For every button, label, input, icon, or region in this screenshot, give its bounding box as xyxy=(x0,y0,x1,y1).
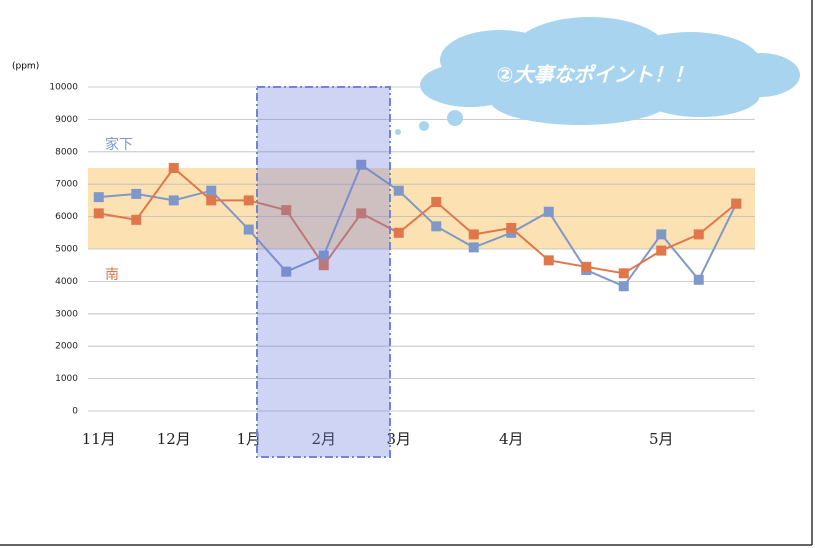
data-point xyxy=(243,195,254,206)
data-point xyxy=(468,229,479,240)
focus-box xyxy=(256,86,391,458)
series-line xyxy=(98,166,737,275)
highlight-band xyxy=(88,168,755,249)
y-tick-label: 7000 xyxy=(55,180,78,190)
plot-area: 0 1000 2000 3000 4000 5000 6000 7000 8000 9000 100… xyxy=(49,83,755,448)
series-line xyxy=(98,163,738,288)
data-point xyxy=(656,245,667,256)
data-point xyxy=(506,222,517,233)
y-tick-label: 4000 xyxy=(55,277,78,287)
data-point xyxy=(168,163,179,173)
data-point xyxy=(131,188,142,199)
data-point xyxy=(431,197,442,208)
data-point xyxy=(318,260,329,271)
y-tick-label: 0 xyxy=(72,407,78,417)
cloud xyxy=(395,17,800,135)
data-point xyxy=(618,268,629,279)
data-point xyxy=(618,281,629,292)
y-tick-label: 5000 xyxy=(55,245,78,255)
data-point xyxy=(731,198,742,209)
data-point xyxy=(543,255,554,266)
data-point xyxy=(93,208,104,219)
data-point xyxy=(281,205,292,216)
data-point xyxy=(693,274,704,285)
data-point xyxy=(131,214,142,225)
data-point xyxy=(543,206,554,217)
y-tick-label: 2000 xyxy=(55,342,78,352)
x-tick-label: 1月 xyxy=(236,430,261,448)
y-tick-label: 10000 xyxy=(49,83,78,93)
y-tick-label: 6000 xyxy=(55,212,78,222)
data-point xyxy=(168,195,179,206)
legend-label: 南 xyxy=(105,267,119,283)
y-tick-label: 9000 xyxy=(55,115,78,125)
x-tick-label: 4月 xyxy=(499,430,524,448)
legend-label: 家下 xyxy=(105,136,133,153)
y-axis-label: (ppm) xyxy=(12,62,39,72)
data-point xyxy=(356,159,367,170)
data-point xyxy=(206,185,217,196)
data-point xyxy=(581,261,592,272)
y-tick-label: 1000 xyxy=(55,374,78,384)
y-tick-label: 8000 xyxy=(55,147,78,157)
annotation: ②大事なポイント！！ xyxy=(497,63,694,87)
data-point xyxy=(356,208,367,219)
x-tick-label: 11月 xyxy=(82,430,116,448)
x-tick-label: 2月 xyxy=(311,430,336,448)
data-point xyxy=(656,229,667,240)
data-point xyxy=(431,221,442,232)
x-tick-label: 3月 xyxy=(386,430,411,448)
data-point xyxy=(243,224,254,235)
data-point xyxy=(468,242,479,253)
x-tick-label: 12月 xyxy=(157,430,191,448)
data-point xyxy=(393,185,404,196)
y-tick-label: 3000 xyxy=(55,309,78,319)
x-tick-label: 5月 xyxy=(649,430,674,448)
data-point xyxy=(393,227,404,238)
data-point xyxy=(93,192,104,203)
data-point xyxy=(318,250,329,261)
data-point xyxy=(281,266,292,277)
data-point xyxy=(206,195,217,206)
data-point xyxy=(693,229,704,240)
